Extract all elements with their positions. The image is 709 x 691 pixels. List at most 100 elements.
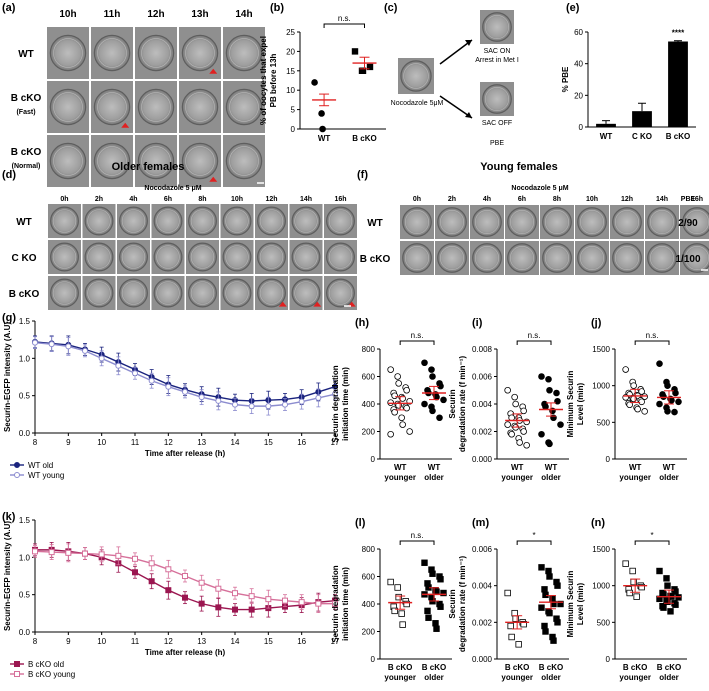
- panel-d-r2c7-oocyte: [291, 278, 321, 308]
- data-point: [391, 408, 398, 416]
- y-axis-title: Securin: [448, 389, 457, 418]
- data-point: [282, 401, 288, 408]
- x-tick-label: 16: [297, 438, 306, 447]
- y-axis-title: Minimum Securin: [566, 371, 575, 438]
- panel-c-arrowhead-up: [465, 40, 472, 46]
- data-point: [115, 552, 122, 559]
- panel-f-r0c3-oocyte: [507, 207, 537, 237]
- x-category-label: C KO: [632, 132, 652, 141]
- data-point: [516, 439, 523, 446]
- data-point: [48, 549, 55, 556]
- panel-a-time: 12h: [147, 9, 164, 20]
- data-point: [366, 63, 374, 71]
- panel-f-r0c4-oocyte: [542, 207, 572, 237]
- data-point: [638, 583, 645, 591]
- panel-f-r0c6-oocyte: [612, 207, 642, 237]
- panel-a-r0c2-zona: [141, 38, 171, 68]
- x-tick-label: 10: [97, 438, 106, 447]
- x-category-label: younger: [501, 473, 533, 482]
- x-tick-label: 8: [33, 438, 38, 447]
- data-point: [634, 405, 641, 413]
- data-point: [82, 347, 88, 354]
- data-point: [394, 373, 401, 380]
- data-point: [508, 430, 515, 438]
- panel-d-row-label: C KO: [12, 253, 37, 264]
- data-point: [512, 400, 519, 408]
- data-point: [399, 421, 406, 428]
- panel-f-r1c5-oocyte: [577, 243, 607, 273]
- panel-f-r0c6-zona: [614, 209, 640, 235]
- panel-e-label: (e): [566, 2, 580, 14]
- panel-d-time: 12h: [265, 196, 277, 203]
- x-category-label: B cKO: [539, 663, 563, 672]
- panel-d-r1c1-zona: [87, 245, 111, 269]
- panel-f-title: Young females: [480, 161, 557, 173]
- panel-d-r1c3-oocyte: [153, 242, 183, 272]
- x-category-label: older: [659, 673, 679, 682]
- y-tick-label: 10: [286, 86, 295, 95]
- data-point: [511, 609, 518, 617]
- panel-b-label: (b): [270, 2, 284, 14]
- panel-d-time: 10h: [231, 196, 243, 203]
- y-tick-label: 0.002: [472, 428, 493, 437]
- x-category-label: B cKO: [657, 663, 681, 672]
- x-tick-label: 13: [197, 637, 206, 646]
- panel-d-r1c7-zona: [294, 245, 318, 269]
- y-tick-label: 20: [286, 47, 295, 56]
- panel-a-r0c2-oocyte: [137, 34, 175, 72]
- data-point: [282, 597, 288, 604]
- y-tick-label: 1000: [592, 582, 610, 591]
- data-point: [394, 584, 401, 591]
- panel-d-r0c7-oocyte: [291, 206, 321, 236]
- panel-a-r2c4-oocyte: [225, 142, 263, 180]
- y-tick-label: 0.0: [19, 429, 31, 438]
- data-point: [504, 386, 511, 394]
- significance-label: *: [651, 531, 654, 540]
- x-category-label: younger: [619, 473, 651, 482]
- panel-f-time: 6h: [518, 196, 526, 203]
- data-point: [165, 383, 172, 390]
- y-tick-label: 600: [362, 573, 376, 582]
- data-point: [672, 601, 679, 608]
- legend-marker: [14, 462, 20, 468]
- y-tick-label: 0: [606, 655, 611, 664]
- panel-d-r2c0-oocyte: [50, 278, 79, 308]
- panel-a-r1c4-oocyte: [225, 88, 263, 126]
- data-point: [664, 582, 671, 589]
- data-point: [440, 589, 447, 597]
- panel-a-r2c2-zona: [141, 146, 171, 176]
- data-point: [148, 377, 155, 384]
- data-point: [198, 394, 205, 401]
- data-point: [315, 600, 322, 607]
- data-point: [633, 593, 640, 600]
- data-point: [387, 366, 394, 373]
- panel-a-r0c1-oocyte: [93, 34, 131, 72]
- panel-f-r1c6-oocyte: [612, 243, 642, 273]
- panel-d-r0c6-zona: [259, 209, 284, 233]
- data-point: [421, 559, 428, 566]
- data-point: [538, 604, 545, 611]
- y-tick-label: 0.006: [472, 545, 493, 554]
- data-point: [672, 389, 679, 397]
- panel-d-time: 16h: [334, 196, 346, 203]
- panel-d-r0c8-oocyte: [326, 206, 355, 236]
- panel-a-r1c1-oocyte: [93, 88, 131, 126]
- panel-d-r2c4-zona: [190, 281, 215, 305]
- data-point: [542, 628, 549, 635]
- panel-a-r1c0-zona: [53, 92, 83, 122]
- data-point: [515, 641, 522, 648]
- data-point: [398, 414, 405, 422]
- y-axis-title: % of oocytes that expel: [259, 36, 268, 125]
- bar: [668, 41, 688, 127]
- data-point: [425, 614, 432, 621]
- data-point: [215, 397, 222, 404]
- panel-d-r2c7-zona: [294, 281, 318, 305]
- panel-a-time: 14h: [235, 9, 252, 20]
- y-tick-label: 600: [362, 373, 376, 382]
- panel-f-r1c8-oocyte: [682, 243, 709, 273]
- panel-d-r0c4-oocyte: [188, 206, 217, 236]
- data-point: [232, 606, 238, 613]
- panel-a-r2c2-oocyte: [137, 142, 175, 180]
- x-tick-label: 12: [164, 438, 173, 447]
- panel-f-pbe-header: PBE: [681, 196, 696, 203]
